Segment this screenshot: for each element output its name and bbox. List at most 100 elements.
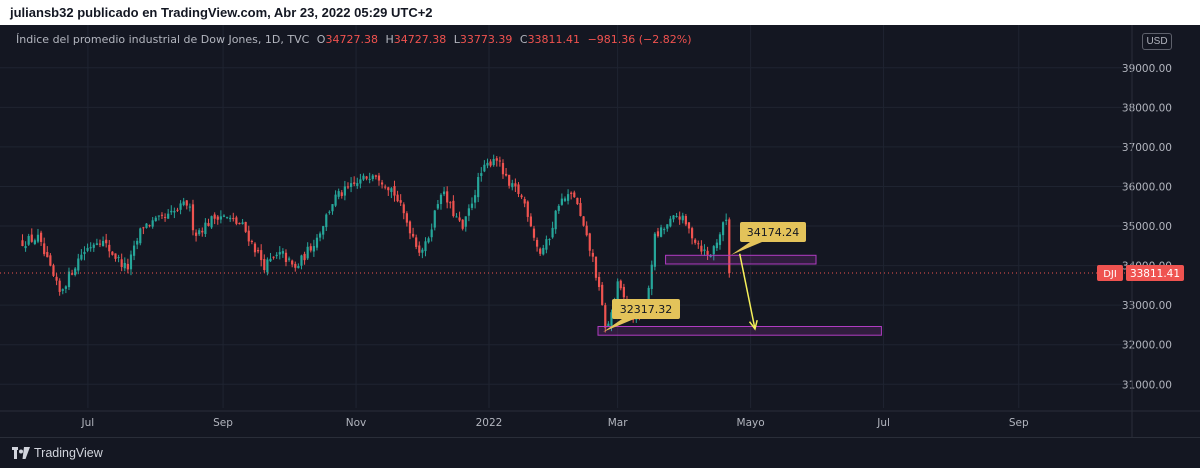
candle-up [266, 259, 269, 273]
candle-down [340, 192, 343, 196]
candle-up [86, 247, 89, 251]
y-tick-label: 38000.00 [1122, 102, 1172, 114]
candle-up [715, 242, 718, 249]
candle-down [207, 223, 210, 226]
candle-up [718, 234, 722, 245]
candle-down [384, 186, 387, 188]
candle-up [281, 251, 284, 254]
candle-up [669, 218, 672, 227]
candle-down [622, 286, 625, 298]
currency-button[interactable]: USD [1142, 33, 1172, 50]
candle-up [328, 211, 331, 213]
y-tick-label: 31000.00 [1122, 379, 1172, 391]
candle-down [284, 252, 288, 262]
candle-up [554, 210, 557, 230]
candle-down [260, 250, 263, 261]
callout-box[interactable] [740, 222, 806, 242]
candle-up [548, 239, 551, 241]
candle-up [725, 219, 728, 221]
candle-down [393, 186, 396, 196]
candle-up [198, 230, 201, 235]
candle-up [219, 216, 222, 220]
candle-down [303, 253, 306, 261]
candle-down [408, 221, 412, 234]
candle-up [315, 237, 319, 248]
candle-down [43, 243, 46, 255]
candle-up [89, 247, 92, 249]
price-chart[interactable]: 39000.00 38000.00 37000.00 36000.00 35000.00… [0, 25, 1200, 437]
x-tick-label: Jul [876, 417, 890, 429]
callout-box[interactable] [612, 299, 680, 319]
support-zone[interactable] [597, 326, 882, 336]
candle-down [517, 184, 520, 194]
x-tick-label: 2022 [476, 417, 503, 429]
candle-down [498, 160, 501, 162]
candle-down [582, 216, 585, 226]
tradingview-brand[interactable]: TradingView [12, 446, 103, 460]
candle-down [216, 216, 219, 220]
candle-up [229, 217, 232, 220]
candle-up [173, 210, 176, 213]
candle-down [573, 192, 576, 198]
candle-up [204, 222, 207, 235]
candle-down [399, 200, 402, 203]
candle-down [656, 231, 660, 237]
candle-down [39, 232, 43, 242]
candle-down [535, 239, 539, 247]
candle-up [703, 249, 706, 251]
candle-up [542, 247, 545, 255]
chart-area[interactable]: 39000.00 38000.00 37000.00 36000.00 35000.00… [0, 25, 1200, 437]
candle-up [486, 162, 489, 166]
y-tick-label: 33000.00 [1122, 300, 1172, 312]
candle-up [33, 240, 36, 245]
candle-up [721, 222, 725, 236]
candle-down [21, 240, 24, 246]
candle-up [442, 191, 446, 195]
x-tick-label: Sep [213, 417, 233, 429]
candle-down [52, 265, 55, 276]
candle-down [452, 200, 455, 217]
instrument-name: Índice del promedio industrial de Dow Jo… [16, 33, 310, 46]
candle-up [154, 217, 157, 222]
candle-up [566, 194, 570, 201]
candle-up [427, 238, 430, 243]
candle-up [563, 198, 567, 201]
candle-up [67, 271, 71, 288]
candle-up [675, 216, 678, 218]
candle-down [49, 255, 52, 266]
close-value: 33811.41 [527, 33, 581, 46]
candle-up [455, 216, 458, 218]
candle-down [191, 204, 195, 231]
projection-arrow[interactable] [738, 253, 756, 330]
candle-down [272, 256, 275, 258]
candle-up [560, 198, 563, 205]
candle-up [269, 258, 272, 262]
candle-down [418, 245, 421, 253]
candle-down [105, 239, 108, 244]
candle-down [201, 230, 204, 233]
y-tick-label: 36000.00 [1122, 181, 1172, 193]
candle-down [70, 273, 74, 275]
change-value: −981.36 (−2.82%) [587, 33, 692, 46]
candle-down [579, 203, 582, 216]
x-tick-label: Mayo [737, 417, 765, 429]
candle-up [24, 246, 27, 249]
candle-up [371, 175, 374, 179]
candle-up [356, 183, 359, 186]
candle-up [167, 213, 170, 219]
callout-price-label: 32317.32 [620, 303, 673, 316]
candle-down [501, 162, 505, 175]
x-tick-label: Mar [608, 417, 628, 429]
candle-up [467, 208, 470, 216]
candle-up [123, 262, 126, 269]
candle-down [678, 216, 681, 220]
candle-down [529, 216, 532, 227]
x-tick-label: Sep [1009, 417, 1029, 429]
candle-up [300, 255, 303, 266]
candle-down [98, 243, 102, 245]
candle-down [396, 194, 399, 202]
candle-up [278, 252, 281, 255]
candle-down [120, 259, 123, 267]
candle-down [411, 233, 415, 237]
low-value: 33773.39 [459, 33, 513, 46]
